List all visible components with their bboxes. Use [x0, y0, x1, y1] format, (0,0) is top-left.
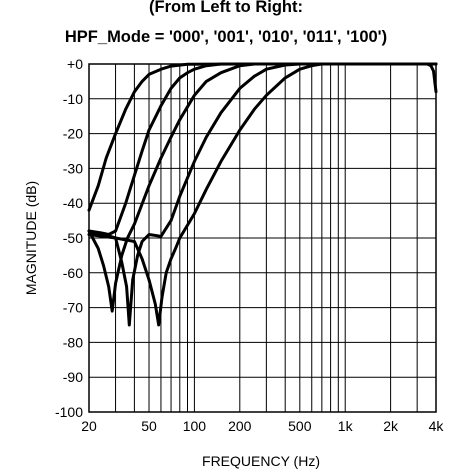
series-line-1	[87, 62, 438, 212]
x-tick-label: 200	[228, 418, 252, 434]
plot-frame	[88, 63, 437, 413]
y-tick-label: -90	[63, 369, 83, 385]
series-line-5	[87, 62, 438, 327]
x-tick-label: 1k	[338, 418, 354, 434]
x-tick-label: 500	[288, 418, 312, 434]
chart-title-line-2: HPF_Mode = '000', '001', '010', '011', '…	[65, 28, 387, 46]
chart-title-line-1: (From Left to Right:	[149, 0, 303, 16]
x-tick-label: 20	[81, 418, 97, 434]
x-axis-label: FREQUENCY (Hz)	[202, 453, 320, 469]
x-tick-label: 100	[183, 418, 207, 434]
y-tick-label: -50	[63, 230, 83, 246]
y-tick-label: +0	[67, 56, 83, 72]
x-axis-ticks: 20 50 100 200 500 1k 2k 4k	[81, 418, 444, 434]
y-tick-label: -20	[63, 126, 83, 142]
series-line-2	[87, 62, 438, 236]
x-tick-label: 2k	[383, 418, 399, 434]
y-tick-label: -100	[55, 404, 83, 420]
y-tick-label: -80	[63, 334, 83, 350]
y-tick-label: -40	[63, 195, 83, 211]
x-tick-label: 50	[141, 418, 157, 434]
series-group	[87, 62, 438, 327]
series-line-3	[87, 62, 438, 313]
series-line-4	[87, 62, 438, 327]
y-tick-label: -10	[63, 91, 83, 107]
x-tick-label: 4k	[429, 418, 445, 434]
y-tick-label: -60	[63, 265, 83, 281]
y-tick-label: -70	[63, 300, 83, 316]
y-axis-ticks: +0 -10 -20 -30 -40 -50 -60 -70 -80 -90 -100	[55, 56, 83, 420]
y-tick-label: -30	[63, 160, 83, 176]
grid	[89, 63, 436, 413]
y-axis-label: MAGNITUDE (dB)	[23, 181, 39, 295]
